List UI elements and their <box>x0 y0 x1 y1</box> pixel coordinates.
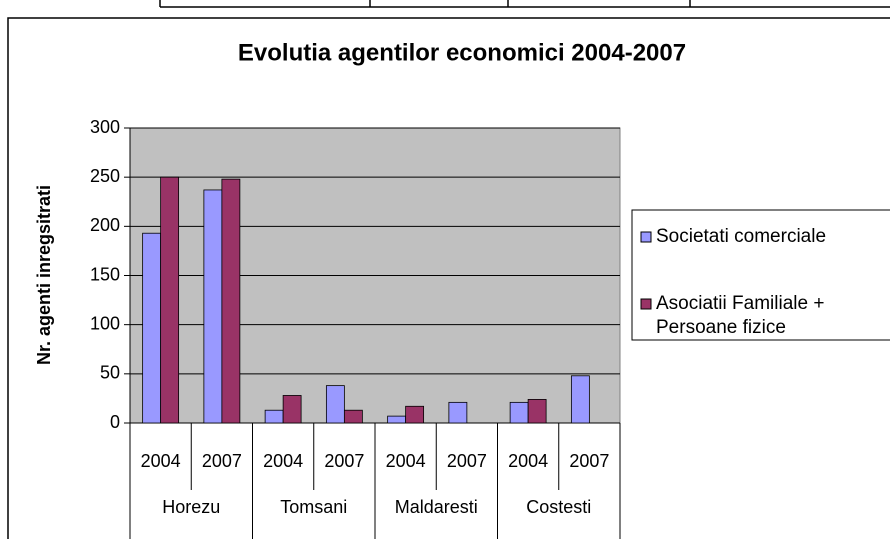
group-label: Horezu <box>162 497 220 517</box>
bar <box>527 398 547 424</box>
x-tick-label: 2004 <box>386 451 426 471</box>
bar <box>325 385 345 424</box>
x-tick-label: 2007 <box>202 451 242 471</box>
bar <box>221 178 241 424</box>
x-tick-label: 2007 <box>447 451 487 471</box>
bar <box>264 409 284 424</box>
y-axis-title: Nr. agenti inregsitrati <box>34 185 54 365</box>
bar <box>282 395 302 424</box>
bar <box>448 401 468 424</box>
bar <box>405 405 425 424</box>
legend <box>631 209 890 341</box>
bar <box>343 409 363 424</box>
bar <box>387 415 407 424</box>
x-tick-label: 2004 <box>263 451 303 471</box>
bar <box>570 375 590 424</box>
x-tick-label: 2004 <box>141 451 181 471</box>
x-tick-label: 2007 <box>324 451 364 471</box>
group-label: Costesti <box>526 497 591 517</box>
chart-title: Evolutia agentilor economici 2004-2007 <box>238 39 686 66</box>
table-fragment <box>159 0 890 8</box>
y-tick-label: 200 <box>90 215 120 235</box>
legend-label: Asociatii Familiale + Persoane fizice <box>656 293 825 338</box>
group-label: Tomsani <box>280 497 347 517</box>
bar <box>142 232 162 424</box>
y-tick-label: 100 <box>90 313 120 333</box>
x-tick-label: 2007 <box>569 451 609 471</box>
y-tick-label: 300 <box>90 117 120 137</box>
y-tick-label: 150 <box>90 264 120 284</box>
group-label: Maldaresti <box>395 497 478 517</box>
y-tick-label: 250 <box>90 166 120 186</box>
bar <box>509 401 529 424</box>
y-tick-label: 50 <box>100 363 120 383</box>
legend-label: Societati comerciale <box>656 226 827 247</box>
y-tick-label: 0 <box>110 412 120 432</box>
legend-swatch <box>640 231 652 243</box>
bar <box>203 189 223 424</box>
legend-swatch <box>640 298 652 310</box>
bar <box>160 176 180 424</box>
x-tick-label: 2004 <box>508 451 548 471</box>
